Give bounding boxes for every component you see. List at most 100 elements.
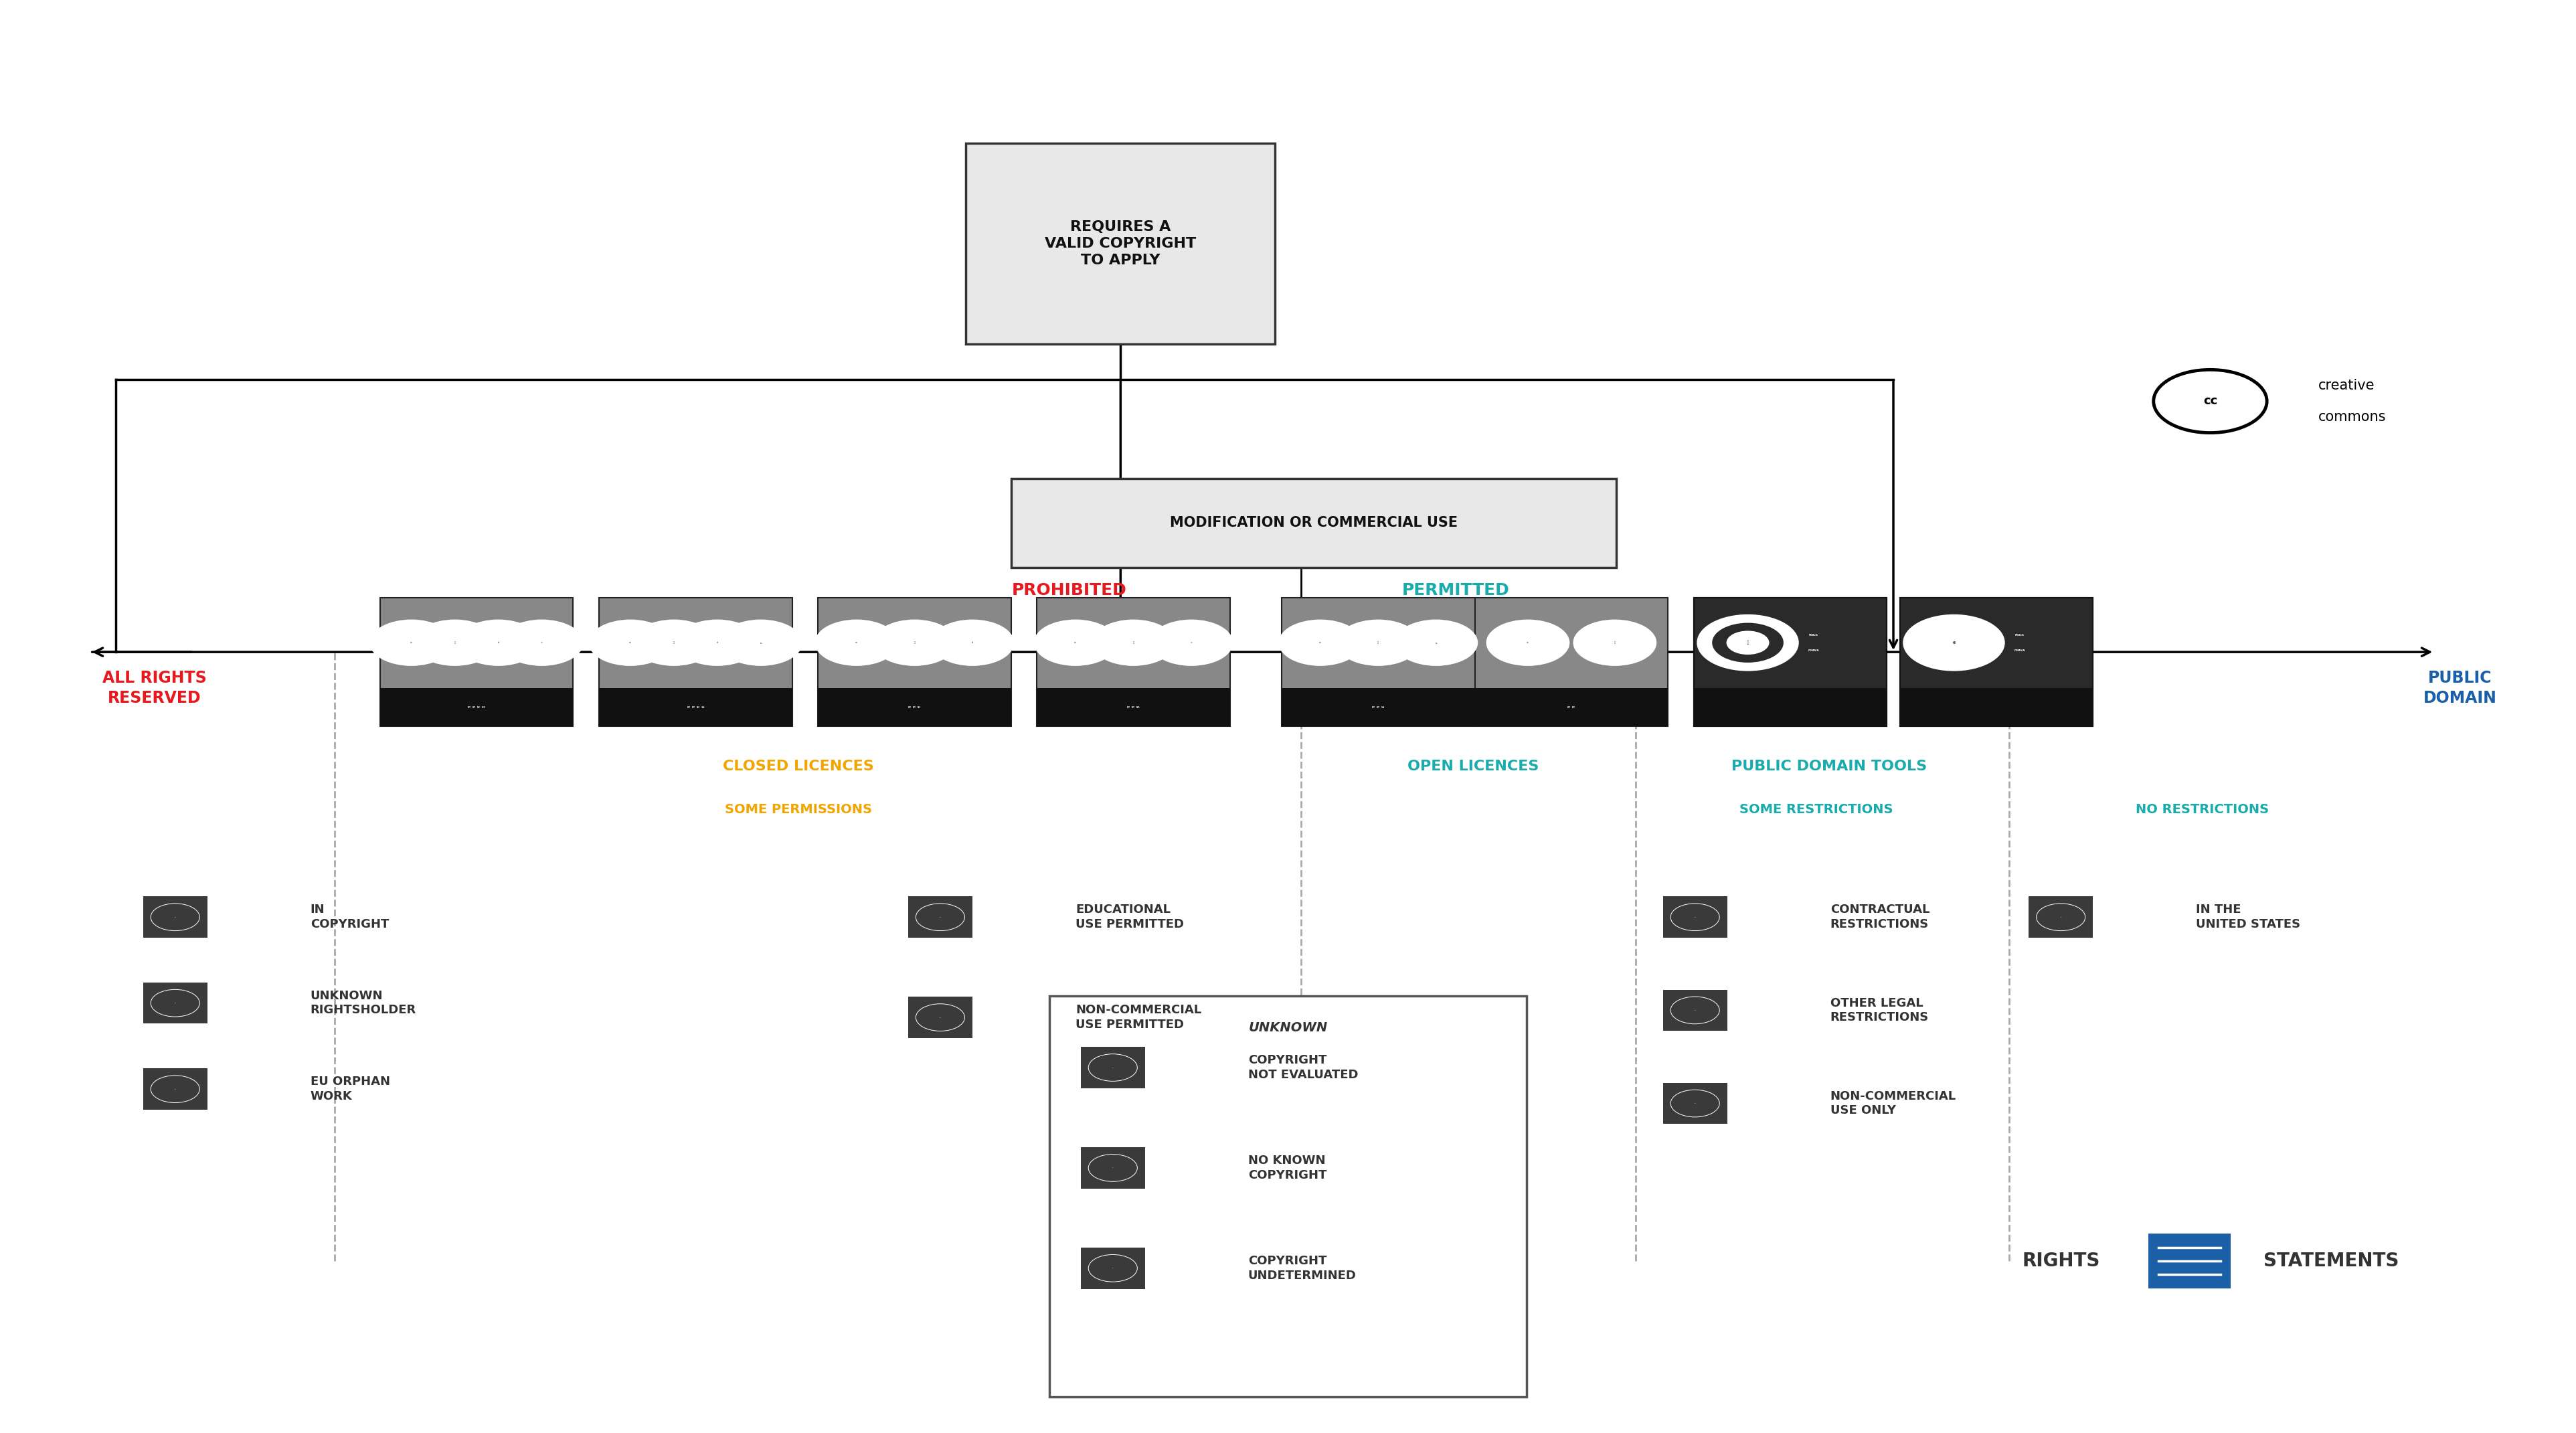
Circle shape xyxy=(1904,615,2004,671)
FancyBboxPatch shape xyxy=(1664,897,1728,937)
FancyBboxPatch shape xyxy=(1901,598,2094,727)
FancyBboxPatch shape xyxy=(1476,598,1669,727)
FancyBboxPatch shape xyxy=(381,688,572,727)
Text: DOMAIN: DOMAIN xyxy=(1808,649,1819,652)
Text: REQUIRES A
VALID COPYRIGHT
TO APPLY: REQUIRES A VALID COPYRIGHT TO APPLY xyxy=(1046,221,1195,267)
FancyBboxPatch shape xyxy=(1695,598,1886,727)
FancyBboxPatch shape xyxy=(1012,479,1618,567)
Circle shape xyxy=(873,619,956,666)
FancyBboxPatch shape xyxy=(1664,1083,1728,1123)
Text: cc: cc xyxy=(629,642,631,643)
Circle shape xyxy=(1092,619,1175,666)
FancyBboxPatch shape xyxy=(1901,598,2094,727)
Text: IN THE
UNITED STATES: IN THE UNITED STATES xyxy=(2195,904,2300,930)
Circle shape xyxy=(1698,615,1798,671)
Text: BY   BY: BY BY xyxy=(1569,706,1574,708)
Text: cc: cc xyxy=(1528,642,1530,643)
Text: ALL RIGHTS
RESERVED: ALL RIGHTS RESERVED xyxy=(103,669,206,706)
Text: BY   BY   NC: BY BY NC xyxy=(909,706,920,708)
Text: RIGHTS: RIGHTS xyxy=(2022,1251,2099,1271)
Text: PUBLIC: PUBLIC xyxy=(2014,633,2025,636)
Text: UNKNOWN
RIGHTSHOLDER: UNKNOWN RIGHTSHOLDER xyxy=(309,990,417,1016)
Circle shape xyxy=(500,619,585,666)
Text: cc: cc xyxy=(2202,396,2218,407)
Circle shape xyxy=(719,619,804,666)
Circle shape xyxy=(1149,619,1234,666)
FancyBboxPatch shape xyxy=(144,1069,209,1109)
FancyBboxPatch shape xyxy=(1082,1248,1144,1288)
FancyBboxPatch shape xyxy=(1664,990,1728,1030)
FancyBboxPatch shape xyxy=(144,897,209,937)
Text: commons: commons xyxy=(2318,410,2385,424)
Text: OPEN LICENCES: OPEN LICENCES xyxy=(1406,759,1540,774)
Text: MODIFICATION OR COMMERCIAL USE: MODIFICATION OR COMMERCIAL USE xyxy=(1170,516,1458,530)
FancyBboxPatch shape xyxy=(1038,688,1231,727)
FancyBboxPatch shape xyxy=(1695,688,1886,727)
Circle shape xyxy=(1278,619,1363,666)
FancyBboxPatch shape xyxy=(600,688,793,727)
FancyBboxPatch shape xyxy=(381,598,572,727)
Text: CONTRACTUAL
RESTRICTIONS: CONTRACTUAL RESTRICTIONS xyxy=(1829,904,1929,930)
FancyBboxPatch shape xyxy=(2148,1234,2231,1288)
Text: SOME PERMISSIONS: SOME PERMISSIONS xyxy=(724,804,873,815)
Text: UNKNOWN: UNKNOWN xyxy=(1249,1022,1327,1033)
Circle shape xyxy=(368,619,453,666)
FancyBboxPatch shape xyxy=(600,598,793,727)
Text: DOMAIN: DOMAIN xyxy=(2014,649,2025,652)
FancyBboxPatch shape xyxy=(966,143,1275,344)
Text: BY   BY   NC   ND: BY BY NC ND xyxy=(469,706,484,708)
FancyBboxPatch shape xyxy=(1695,688,1886,727)
Text: NO KNOWN
COPYRIGHT: NO KNOWN COPYRIGHT xyxy=(1249,1155,1327,1181)
FancyBboxPatch shape xyxy=(819,688,1012,727)
FancyBboxPatch shape xyxy=(909,897,974,937)
Text: PROHIBITED: PROHIBITED xyxy=(1012,582,1126,599)
FancyBboxPatch shape xyxy=(144,983,209,1023)
Text: COPYRIGHT
NOT EVALUATED: COPYRIGHT NOT EVALUATED xyxy=(1249,1055,1358,1080)
Text: cc: cc xyxy=(410,642,412,643)
Text: creative: creative xyxy=(2318,378,2375,393)
FancyBboxPatch shape xyxy=(1082,1148,1144,1188)
Circle shape xyxy=(814,619,899,666)
Text: cc: cc xyxy=(1319,642,1321,643)
Circle shape xyxy=(631,619,716,666)
Circle shape xyxy=(1394,619,1479,666)
Text: PUBLIC DOMAIN TOOLS: PUBLIC DOMAIN TOOLS xyxy=(1731,759,1927,774)
FancyBboxPatch shape xyxy=(1901,688,2094,727)
Circle shape xyxy=(1486,619,1569,666)
Text: EU ORPHAN
WORK: EU ORPHAN WORK xyxy=(309,1076,389,1102)
Text: COPYRIGHT
UNDETERMINED: COPYRIGHT UNDETERMINED xyxy=(1249,1255,1358,1281)
Text: NON-COMMERCIAL
USE ONLY: NON-COMMERCIAL USE ONLY xyxy=(1829,1091,1955,1116)
Text: CLOSED LICENCES: CLOSED LICENCES xyxy=(724,759,873,774)
Text: NON-COMMERCIAL
USE PERMITTED: NON-COMMERCIAL USE PERMITTED xyxy=(1077,1005,1200,1030)
Text: NO RESTRICTIONS: NO RESTRICTIONS xyxy=(2136,804,2269,815)
Circle shape xyxy=(1574,619,1656,666)
Text: BY   BY   SA: BY BY SA xyxy=(1373,706,1383,708)
Text: EDUCATIONAL
USE PERMITTED: EDUCATIONAL USE PERMITTED xyxy=(1077,904,1185,930)
Text: OTHER LEGAL
RESTRICTIONS: OTHER LEGAL RESTRICTIONS xyxy=(1829,997,1929,1023)
FancyBboxPatch shape xyxy=(909,997,974,1037)
Text: cc: cc xyxy=(855,642,858,643)
Text: ©: © xyxy=(1953,641,1955,645)
Circle shape xyxy=(930,619,1015,666)
FancyBboxPatch shape xyxy=(819,598,1012,727)
Text: SOME RESTRICTIONS: SOME RESTRICTIONS xyxy=(1739,804,1893,815)
Circle shape xyxy=(1337,619,1419,666)
Text: STATEMENTS: STATEMENTS xyxy=(2264,1251,2398,1271)
Text: cc: cc xyxy=(1074,642,1077,643)
FancyBboxPatch shape xyxy=(1283,688,1476,727)
Circle shape xyxy=(1713,623,1783,662)
FancyBboxPatch shape xyxy=(1051,996,1528,1397)
FancyBboxPatch shape xyxy=(2030,897,2094,937)
Text: IN
COPYRIGHT: IN COPYRIGHT xyxy=(309,904,389,930)
FancyBboxPatch shape xyxy=(1476,688,1669,727)
Text: PUBLIC: PUBLIC xyxy=(1808,633,1819,636)
Circle shape xyxy=(456,619,541,666)
Circle shape xyxy=(587,619,672,666)
Text: BY   BY   ND: BY BY ND xyxy=(1128,706,1139,708)
Circle shape xyxy=(1033,619,1118,666)
Circle shape xyxy=(675,619,760,666)
Text: PERMITTED: PERMITTED xyxy=(1401,582,1510,599)
Circle shape xyxy=(1726,631,1770,655)
FancyBboxPatch shape xyxy=(1283,598,1476,727)
FancyBboxPatch shape xyxy=(1082,1048,1144,1088)
